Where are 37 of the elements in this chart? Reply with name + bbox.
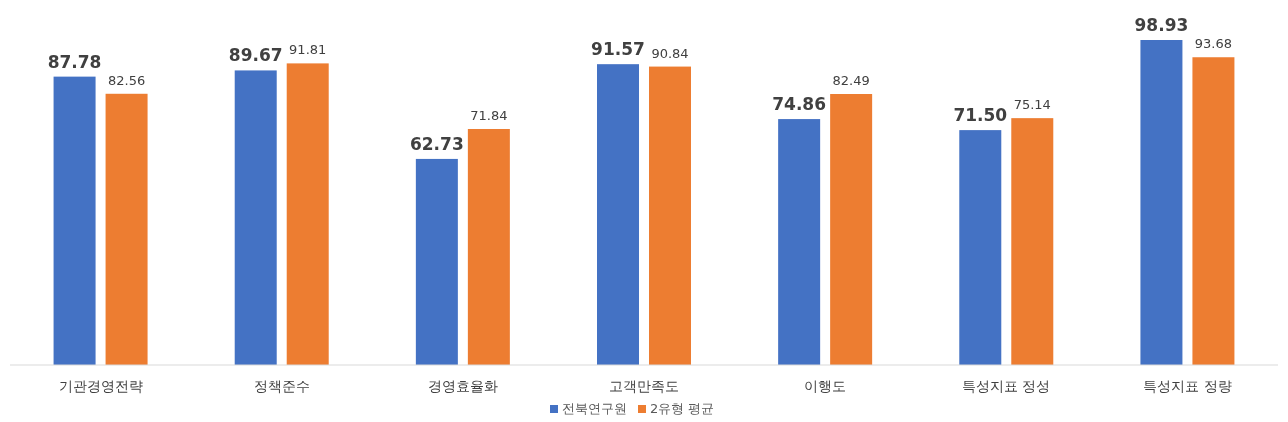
x-tick-label: 특성지표 정량	[1143, 378, 1232, 394]
bar	[1192, 57, 1235, 365]
x-tick-label: 이행도	[804, 378, 847, 394]
bar	[649, 66, 691, 365]
data-label: 98.93	[1134, 15, 1189, 35]
data-label: 82.49	[832, 73, 870, 89]
data-label: 87.78	[47, 51, 102, 72]
data-label: 71.50	[953, 105, 1008, 126]
bar	[830, 94, 873, 365]
data-label: 89.67	[228, 45, 283, 66]
data-label: 75.14	[1013, 97, 1051, 113]
bar	[467, 129, 510, 365]
bar	[415, 158, 458, 365]
data-label: 93.68	[1194, 36, 1233, 52]
x-tick-label: 특성지표 정성	[962, 378, 1051, 394]
bar	[53, 76, 96, 365]
bar	[597, 64, 639, 365]
data-label: 71.84	[470, 107, 508, 123]
x-tick-label: 경영효율화	[427, 378, 498, 394]
legend-label: 전북연구원	[562, 401, 627, 416]
bar	[959, 130, 1002, 365]
bar	[286, 63, 329, 365]
x-tick-label: 고객만족도	[609, 378, 679, 394]
bar	[105, 93, 148, 365]
bar	[778, 119, 821, 365]
data-label: 82.56	[107, 72, 146, 88]
bar	[234, 70, 277, 365]
data-label: 74.86	[772, 94, 827, 115]
legend-label: 2유형 평균	[650, 401, 715, 416]
x-tick-label: 기관경영전략	[58, 378, 143, 394]
x-tick-label: 정책준수	[253, 378, 310, 394]
data-label: 91.81	[289, 42, 327, 58]
data-label: 90.84	[651, 45, 689, 61]
data-label: 91.57	[591, 39, 645, 60]
bar	[1011, 118, 1054, 365]
data-label: 62.73	[409, 133, 464, 154]
bar	[1140, 40, 1183, 365]
